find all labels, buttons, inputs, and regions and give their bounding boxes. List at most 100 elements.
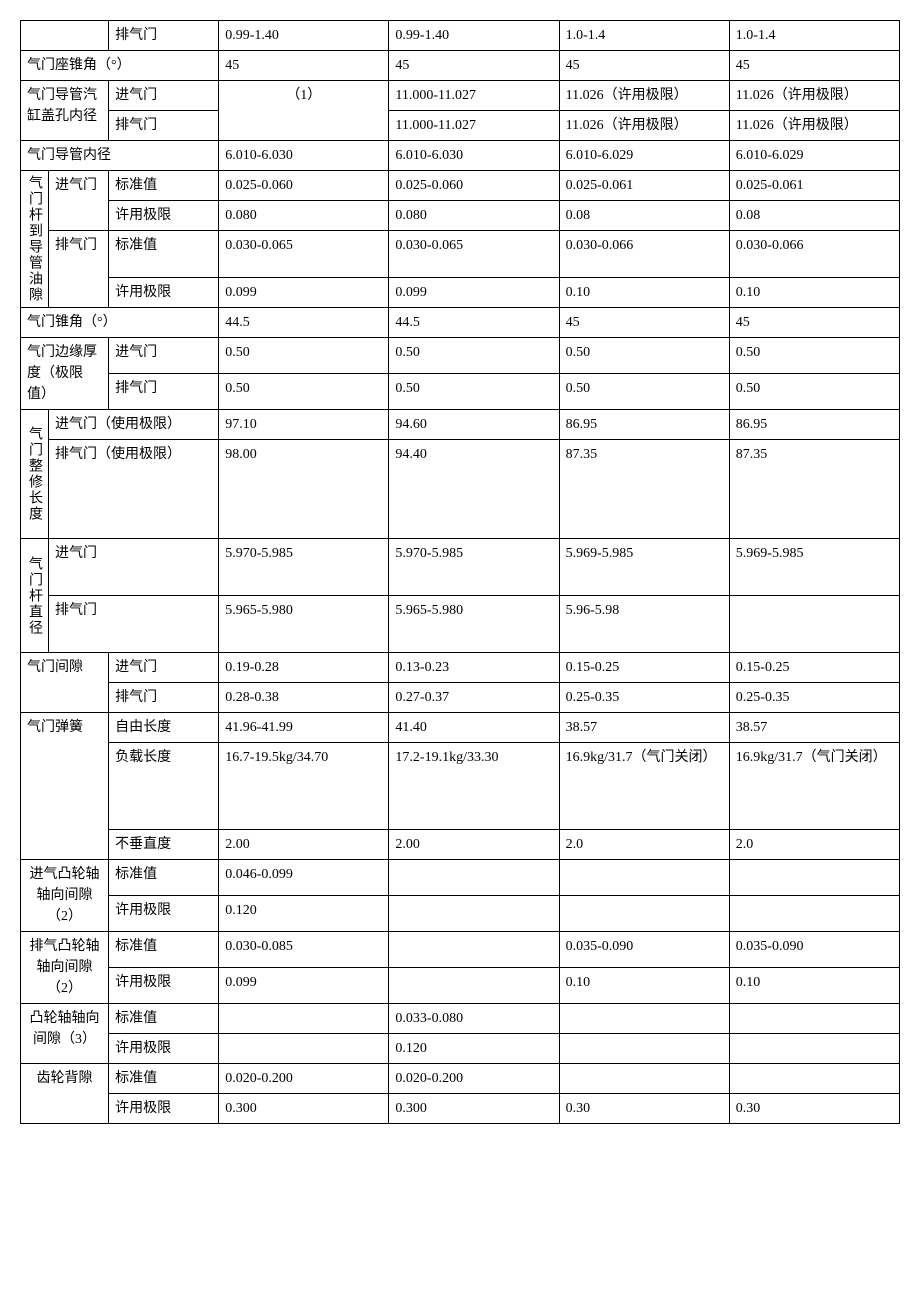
- cell-value: 0.08: [559, 201, 729, 231]
- cell-value: [729, 596, 899, 653]
- table-row: 许用极限 0.120: [21, 896, 900, 932]
- table-row: 气门导管汽缸盖孔内径 进气门 （1） 11.000-11.027 11.026（…: [21, 81, 900, 111]
- cell-value: 0.50: [219, 338, 389, 374]
- cell-value: [559, 860, 729, 896]
- cell-value: 6.010-6.030: [219, 141, 389, 171]
- cell-value: [729, 860, 899, 896]
- cell-value: 0.025-0.061: [729, 171, 899, 201]
- cell-value: 5.969-5.985: [729, 539, 899, 596]
- table-row: 进气凸轮轴轴向间隙（2） 标准值 0.046-0.099: [21, 860, 900, 896]
- cell-value: 16.9kg/31.7（气门关闭）: [729, 743, 899, 830]
- cell-value: 0.27-0.37: [389, 683, 559, 713]
- cell-value: 11.026（许用极限）: [729, 111, 899, 141]
- table-row: 许用极限 0.099 0.10 0.10: [21, 968, 900, 1004]
- cell-value: 11.026（许用极限）: [729, 81, 899, 111]
- cell-value: 0.15-0.25: [559, 653, 729, 683]
- cell-value: 0.035-0.090: [559, 932, 729, 968]
- cell-value: 38.57: [559, 713, 729, 743]
- cell-value: 0.10: [729, 968, 899, 1004]
- cell-value: 16.7-19.5kg/34.70: [219, 743, 389, 830]
- cell-label: 标准值: [109, 231, 219, 278]
- table-row: 排气门 5.965-5.980 5.965-5.980 5.96-5.98: [21, 596, 900, 653]
- cell-value: 5.970-5.985: [219, 539, 389, 596]
- cell-label: 进气门（使用极限）: [49, 410, 219, 440]
- table-row: 气门间隙 进气门 0.19-0.28 0.13-0.23 0.15-0.25 0…: [21, 653, 900, 683]
- table-row: 气门导管内径 6.010-6.030 6.010-6.030 6.010-6.0…: [21, 141, 900, 171]
- cell-value: 94.60: [389, 410, 559, 440]
- cell-label: 许用极限: [109, 968, 219, 1004]
- cell-value: 0.046-0.099: [219, 860, 389, 896]
- cell-label: 气门弹簧: [21, 713, 109, 860]
- cell-value: 44.5: [219, 308, 389, 338]
- cell-value: 0.50: [389, 374, 559, 410]
- cell-value: 0.080: [219, 201, 389, 231]
- table-row: 排气门（使用极限） 98.00 94.40 87.35 87.35: [21, 440, 900, 539]
- table-row: 排气凸轮轴轴向间隙（2） 标准值 0.030-0.085 0.035-0.090…: [21, 932, 900, 968]
- cell-value: 6.010-6.030: [389, 141, 559, 171]
- cell-value: [559, 896, 729, 932]
- cell-value: [389, 896, 559, 932]
- cell-value: 0.50: [559, 374, 729, 410]
- cell-label: 进气门: [109, 653, 219, 683]
- cell-value: 45: [389, 51, 559, 81]
- cell-label: 进气门: [49, 171, 109, 231]
- cell-label: 气门导管汽缸盖孔内径: [21, 81, 109, 141]
- cell-value: [559, 1034, 729, 1064]
- cell-value: 87.35: [559, 440, 729, 539]
- cell-value: 0.120: [219, 896, 389, 932]
- cell-value: 0.030-0.066: [559, 231, 729, 278]
- cell-value: 5.965-5.980: [219, 596, 389, 653]
- cell-value: 5.970-5.985: [389, 539, 559, 596]
- cell-value: 0.10: [559, 968, 729, 1004]
- cell-label: 标准值: [109, 860, 219, 896]
- cell-value: [389, 968, 559, 1004]
- cell-label: 气门座锥角（°）: [21, 51, 219, 81]
- cell-label-vertical: 气门整修长度: [21, 410, 49, 539]
- cell-value: 0.25-0.35: [559, 683, 729, 713]
- cell-value: 0.10: [559, 278, 729, 308]
- cell-value: 11.026（许用极限）: [559, 111, 729, 141]
- cell-value: 0.30: [729, 1094, 899, 1124]
- cell-value: 2.00: [389, 830, 559, 860]
- cell-value: 0.120: [389, 1034, 559, 1064]
- cell-value: 2.0: [559, 830, 729, 860]
- cell-label: 许用极限: [109, 896, 219, 932]
- cell-value: 0.025-0.060: [389, 171, 559, 201]
- cell-label: 进气门: [109, 81, 219, 111]
- cell-value: 45: [729, 308, 899, 338]
- cell-value: 11.000-11.027: [389, 81, 559, 111]
- cell-value: 6.010-6.029: [559, 141, 729, 171]
- cell-value: 0.50: [559, 338, 729, 374]
- cell-value: 0.020-0.200: [389, 1064, 559, 1094]
- cell-value: 94.40: [389, 440, 559, 539]
- cell-value: 5.969-5.985: [559, 539, 729, 596]
- cell-value: 41.40: [389, 713, 559, 743]
- cell-value: 0.08: [729, 201, 899, 231]
- table-row: 排气门 0.28-0.38 0.27-0.37 0.25-0.35 0.25-0…: [21, 683, 900, 713]
- table-row: 许用极限 0.099 0.099 0.10 0.10: [21, 278, 900, 308]
- cell-value: 0.15-0.25: [729, 653, 899, 683]
- cell-value: 44.5: [389, 308, 559, 338]
- cell-label: 凸轮轴轴向间隙（3）: [21, 1004, 109, 1064]
- cell-note: （1）: [219, 81, 389, 141]
- cell-label: 排气凸轮轴轴向间隙（2）: [21, 932, 109, 1004]
- cell-label: 进气凸轮轴轴向间隙（2）: [21, 860, 109, 932]
- cell-value: [219, 1004, 389, 1034]
- cell-value: [389, 932, 559, 968]
- cell-value: 0.030-0.066: [729, 231, 899, 278]
- cell-label: 自由长度: [109, 713, 219, 743]
- cell-label: 标准值: [109, 171, 219, 201]
- cell-value: 0.099: [219, 278, 389, 308]
- cell-value: 0.033-0.080: [389, 1004, 559, 1034]
- cell-value: [559, 1004, 729, 1034]
- cell-value: 0.50: [729, 338, 899, 374]
- cell-value: [729, 1064, 899, 1094]
- cell-label: 许用极限: [109, 1094, 219, 1124]
- cell-label: 排气门: [109, 111, 219, 141]
- cell-value: 1.0-1.4: [559, 21, 729, 51]
- cell-label: 许用极限: [109, 278, 219, 308]
- cell-value: 0.300: [219, 1094, 389, 1124]
- table-row: 排气门 0.99-1.40 0.99-1.40 1.0-1.4 1.0-1.4: [21, 21, 900, 51]
- cell-value: 11.000-11.027: [389, 111, 559, 141]
- cell-value: 87.35: [729, 440, 899, 539]
